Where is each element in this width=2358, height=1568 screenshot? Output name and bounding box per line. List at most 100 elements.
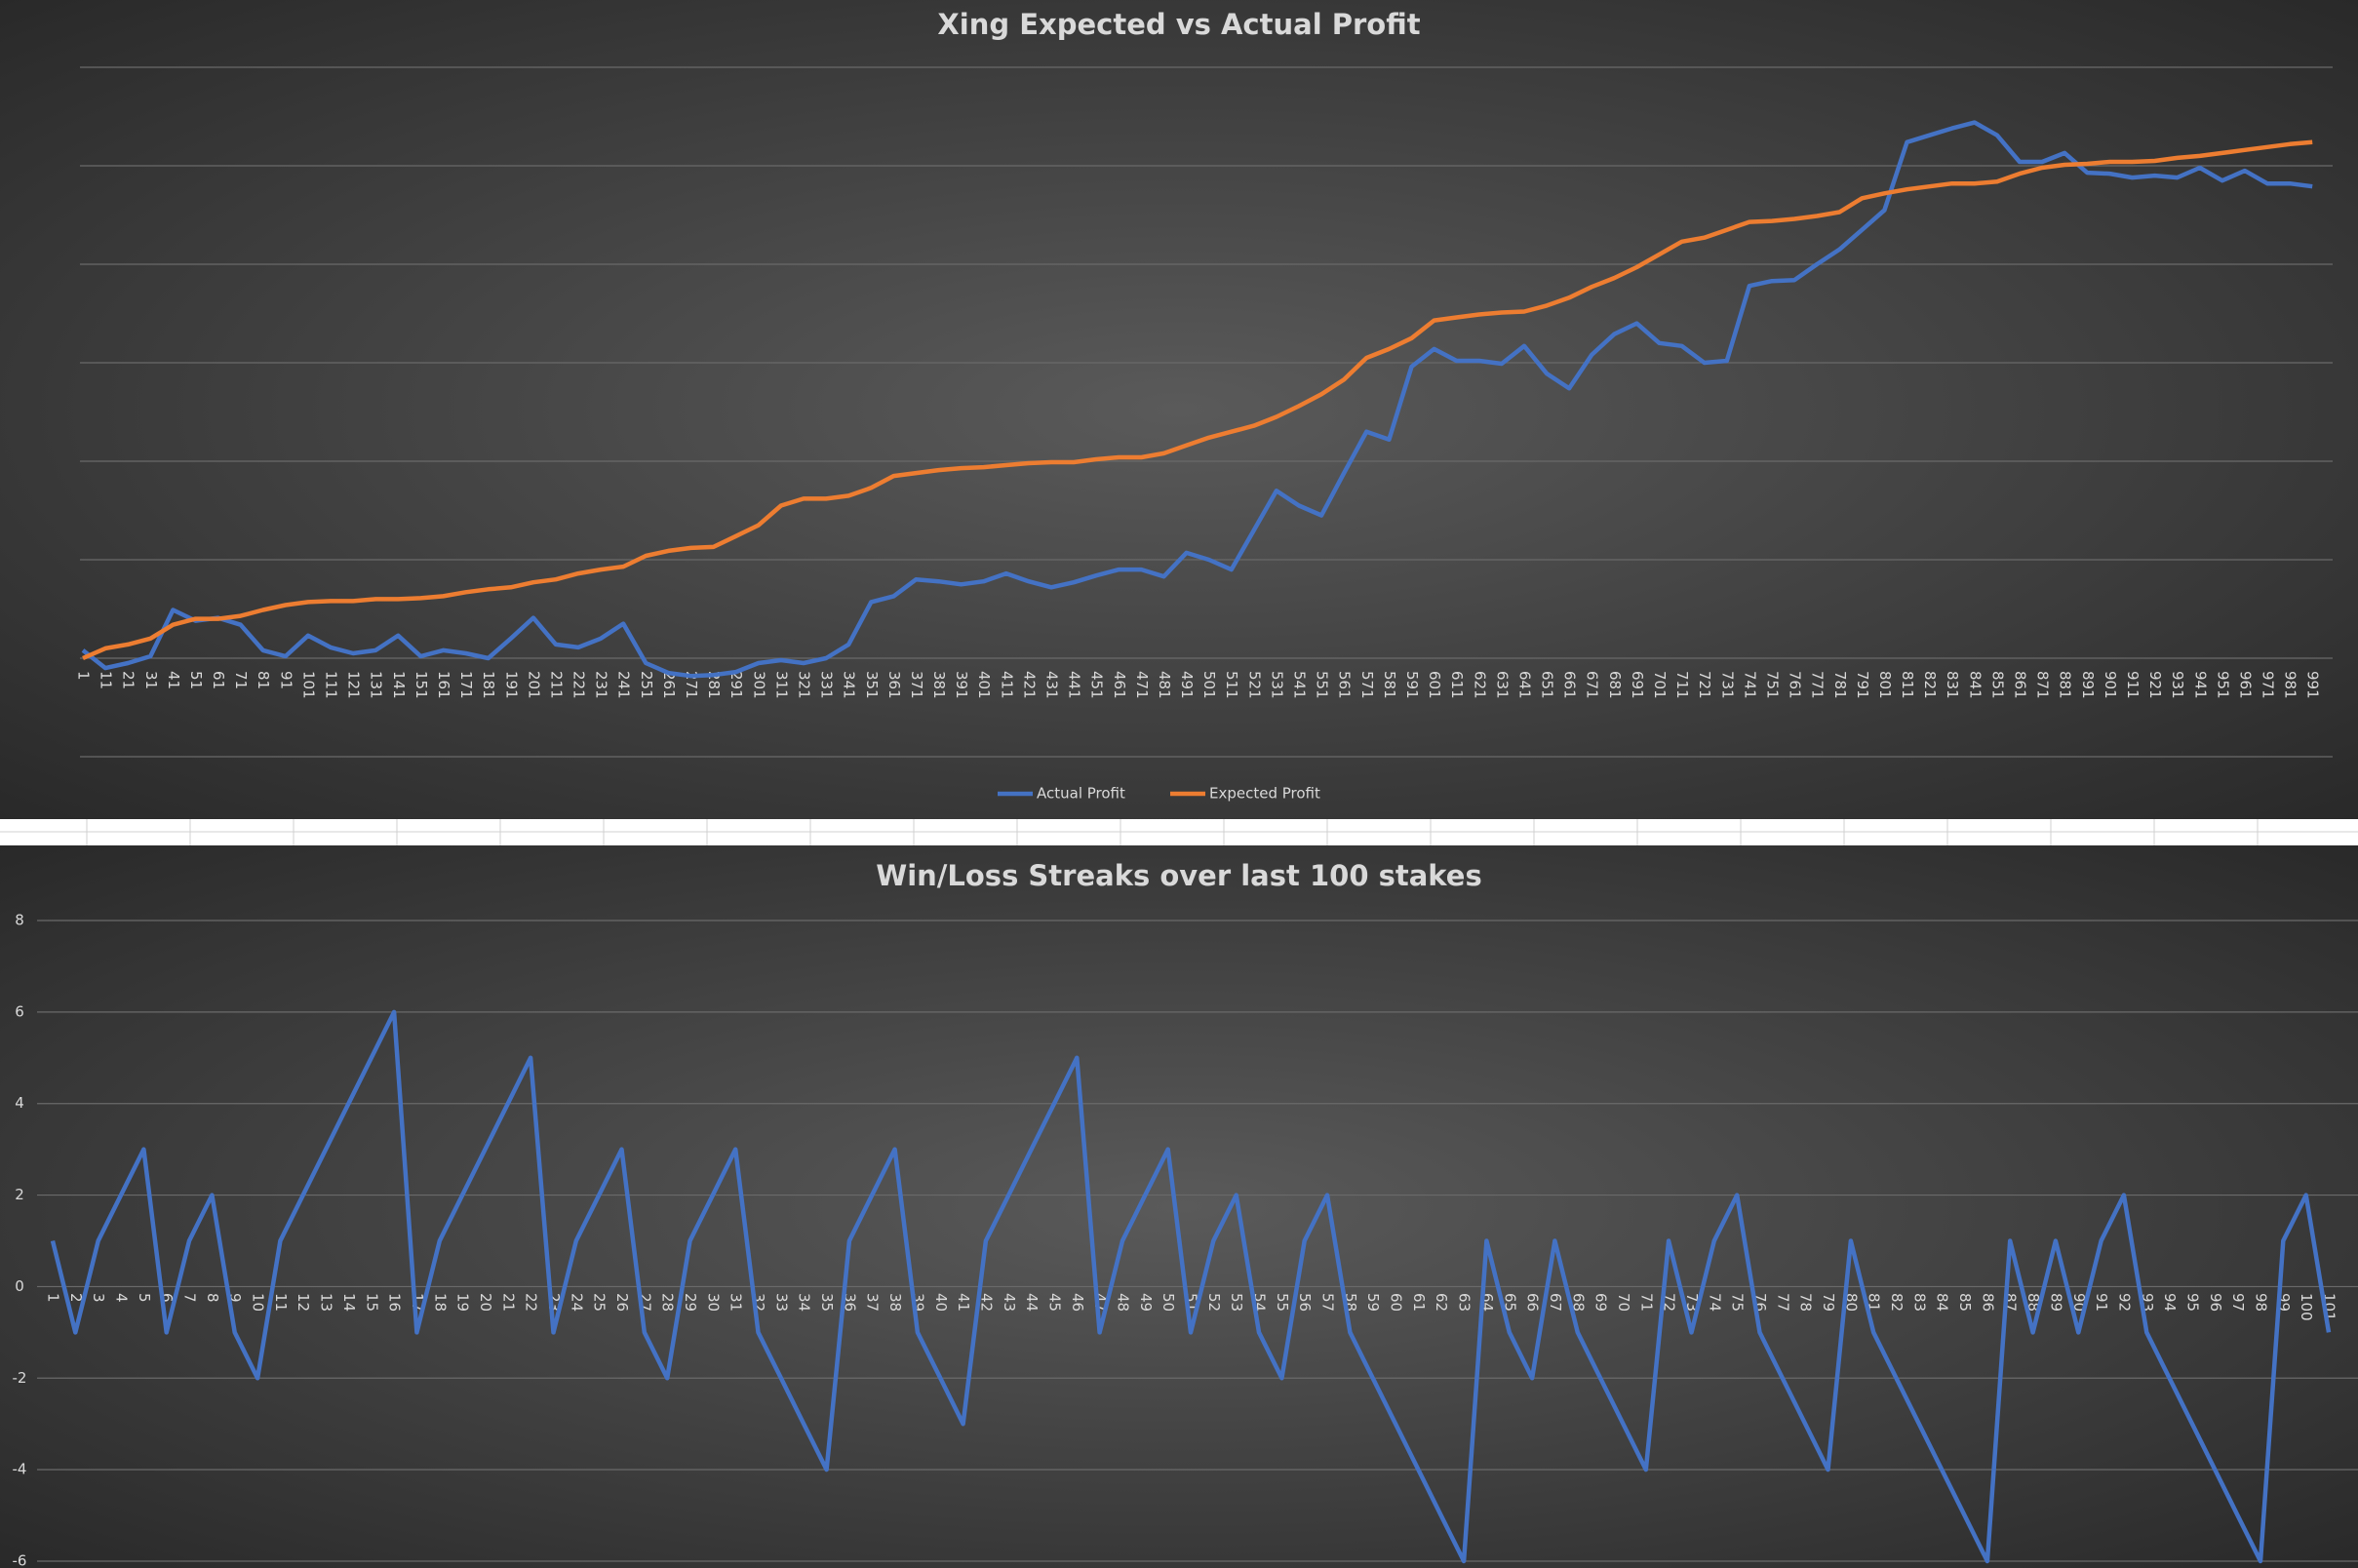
x-tick-label: 111 — [323, 671, 340, 699]
x-tick-label: 75 — [1729, 1293, 1747, 1312]
y-tick-label: 0 — [15, 1277, 24, 1295]
x-tick-label: 78 — [1797, 1293, 1815, 1312]
x-tick-label: 13 — [318, 1293, 335, 1312]
x-tick-label: 91 — [2093, 1293, 2110, 1312]
x-tick-label: 82 — [1888, 1293, 1906, 1312]
y-tick-label: -6 — [13, 1552, 27, 1568]
x-tick-label: 33 — [772, 1293, 790, 1312]
x-tick-label: 501 — [1200, 671, 1218, 699]
x-tick-label: 71 — [232, 671, 250, 689]
y-tick-label: -2 — [13, 1369, 27, 1387]
x-tick-label: 1 — [75, 671, 93, 681]
x-tick-label: 401 — [975, 671, 993, 699]
x-tick-label: 671 — [1584, 671, 1601, 699]
x-tick-label: 301 — [750, 671, 767, 699]
x-tick-label: 211 — [547, 671, 565, 699]
x-tick-label: 49 — [1137, 1293, 1155, 1312]
x-tick-label: 95 — [2183, 1293, 2201, 1312]
x-tick-label: 31 — [727, 1293, 745, 1312]
x-tick-label: 60 — [1388, 1293, 1405, 1312]
data-line — [82, 139, 2313, 661]
x-tick-label: 471 — [1133, 671, 1151, 699]
x-tick-label: 261 — [660, 671, 678, 699]
x-tick-label: 381 — [930, 671, 948, 699]
x-tick-label: 30 — [704, 1293, 722, 1312]
x-tick-label: 86 — [1979, 1293, 1996, 1312]
x-tick-label: 551 — [1314, 671, 1331, 699]
sheet-gridlines — [0, 819, 2358, 845]
x-tick-label: 721 — [1696, 671, 1713, 699]
x-tick-label: 5 — [136, 1293, 153, 1303]
x-tick-label: 161 — [435, 671, 452, 699]
legend-label: Actual Profit — [1037, 785, 1125, 803]
x-tick-label: 70 — [1615, 1293, 1632, 1312]
x-tick-label: 591 — [1403, 671, 1421, 699]
x-tick-label: 851 — [1988, 671, 2006, 699]
x-tick-label: 391 — [953, 671, 970, 699]
x-tick-label: 35 — [818, 1293, 836, 1312]
x-tick-label: 321 — [795, 671, 812, 699]
x-tick-label: 96 — [2207, 1293, 2224, 1312]
x-tick-label: 83 — [1910, 1293, 1928, 1312]
x-tick-label: 541 — [1291, 671, 1309, 699]
x-tick-label: 511 — [1223, 671, 1240, 699]
x-tick-label: 731 — [1718, 671, 1736, 699]
x-tick-label: 911 — [2124, 671, 2142, 699]
x-tick-label: 611 — [1448, 671, 1466, 699]
x-tick-label: 12 — [295, 1293, 312, 1312]
x-tick-label: 311 — [772, 671, 790, 699]
x-tick-label: 46 — [1069, 1293, 1086, 1312]
y-tick-label: 8 — [15, 912, 24, 929]
x-tick-label: 48 — [1114, 1293, 1131, 1312]
x-tick-label: 741 — [1741, 671, 1758, 699]
x-tick-label: 761 — [1787, 671, 1804, 699]
x-tick-label: 19 — [454, 1293, 472, 1312]
x-tick-label: 74 — [1706, 1293, 1723, 1312]
x-tick-label: 71 — [1637, 1293, 1655, 1312]
x-tick-label: 461 — [1111, 671, 1128, 699]
x-tick-label: 961 — [2236, 671, 2254, 699]
x-tick-label: 441 — [1066, 671, 1083, 699]
x-tick-label: 9 — [226, 1293, 244, 1303]
y-tick-label: -4 — [13, 1461, 27, 1478]
x-tick-label: 4 — [113, 1293, 131, 1303]
x-tick-label: 11 — [272, 1293, 290, 1312]
x-tick-label: 411 — [998, 671, 1015, 699]
x-tick-label: 69 — [1592, 1293, 1610, 1312]
x-tick-label: 941 — [2191, 671, 2209, 699]
x-tick-label: 25 — [591, 1293, 609, 1312]
x-tick-label: 481 — [1156, 671, 1173, 699]
panel-background — [0, 0, 2358, 819]
x-tick-label: 421 — [1020, 671, 1038, 699]
x-tick-label: 14 — [340, 1293, 358, 1312]
x-tick-label: 841 — [1966, 671, 1984, 699]
x-tick-label: 361 — [885, 671, 903, 699]
x-tick-label: 20 — [477, 1293, 494, 1312]
x-tick-label: 431 — [1043, 671, 1061, 699]
x-tick-label: 29 — [682, 1293, 699, 1312]
x-tick-label: 59 — [1364, 1293, 1382, 1312]
x-tick-label: 62 — [1433, 1293, 1450, 1312]
x-tick-label: 41 — [165, 671, 182, 689]
x-tick-label: 621 — [1471, 671, 1488, 699]
x-tick-label: 221 — [570, 671, 588, 699]
x-tick-label: 81 — [255, 671, 272, 689]
x-tick-label: 791 — [1854, 671, 1871, 699]
x-tick-label: 38 — [886, 1293, 904, 1312]
x-tick-label: 40 — [932, 1293, 950, 1312]
x-tick-label: 21 — [120, 671, 138, 689]
x-tick-label: 641 — [1515, 671, 1533, 699]
x-tick-label: 65 — [1501, 1293, 1518, 1312]
x-tick-label: 18 — [431, 1293, 449, 1312]
x-tick-label: 531 — [1268, 671, 1285, 699]
x-tick-label: 66 — [1524, 1293, 1542, 1312]
x-tick-label: 21 — [499, 1293, 517, 1312]
data-line — [50, 1009, 2332, 1564]
x-tick-label: 521 — [1245, 671, 1263, 699]
x-tick-label: 131 — [368, 671, 385, 699]
x-tick-label: 22 — [523, 1293, 540, 1312]
x-tick-label: 631 — [1493, 671, 1511, 699]
x-tick-label: 52 — [1205, 1293, 1223, 1312]
